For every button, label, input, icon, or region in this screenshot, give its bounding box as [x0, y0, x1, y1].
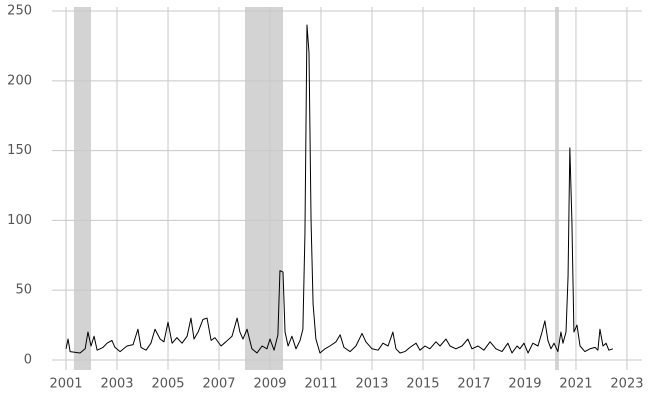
y-tick-label: 200: [7, 73, 32, 88]
x-tick-label: 2015: [406, 377, 439, 392]
x-tick-label: 2013: [355, 377, 388, 392]
x-tick-label: 2007: [202, 377, 235, 392]
x-tick-label: 2017: [457, 377, 490, 392]
recession-shade: [73, 7, 92, 370]
y-tick-label: 250: [7, 4, 32, 19]
x-tick-label: 2011: [304, 377, 337, 392]
data-line: [65, 24, 614, 354]
x-tick-label: 2001: [49, 377, 82, 392]
y-tick-label: 150: [7, 143, 32, 158]
x-tick-label: 2019: [508, 377, 541, 392]
recession-shade: [555, 7, 559, 370]
recession-shade: [245, 7, 284, 370]
x-tick-label: 2023: [610, 377, 643, 392]
x-tick-label: 2003: [100, 377, 133, 392]
x-tick-label: 2021: [559, 377, 592, 392]
y-tick-label: 0: [24, 352, 32, 367]
x-tick-label: 2009: [253, 377, 286, 392]
y-tick-label: 100: [7, 213, 32, 228]
y-tick-label: 50: [15, 283, 32, 298]
x-tick-label: 2005: [151, 377, 184, 392]
